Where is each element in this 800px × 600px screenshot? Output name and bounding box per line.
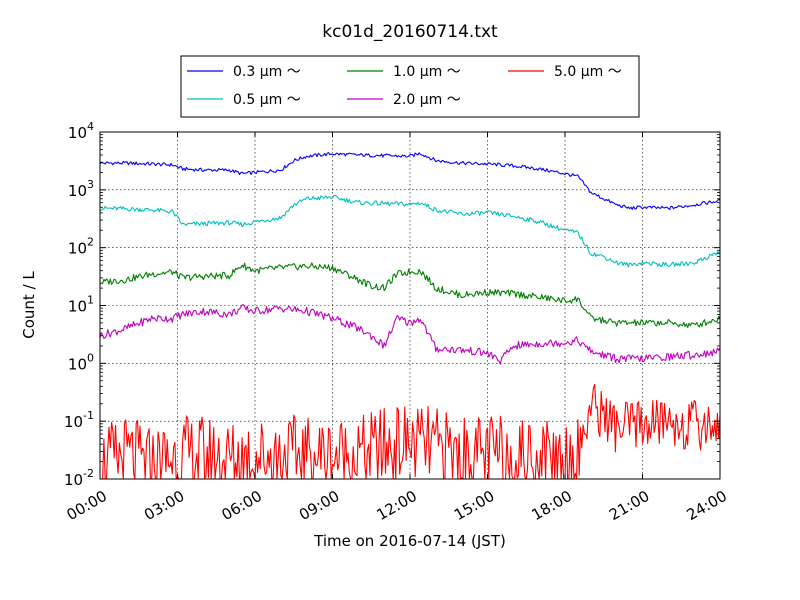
y-tick-label: 104 bbox=[68, 120, 94, 142]
series-line-1 bbox=[99, 152, 721, 211]
series-layer bbox=[99, 152, 721, 480]
series-line-2 bbox=[99, 194, 721, 268]
series-line-4 bbox=[99, 304, 721, 365]
legend: 0.3 μm ～ 0.5 μm ～ 1.0 μm ～ 2.0 μm ～ 5.0 μm ～ bbox=[180, 55, 640, 118]
legend-label: 0.5 μm ～ bbox=[233, 92, 301, 108]
y-axis-label: Count / L bbox=[20, 271, 38, 339]
chart-title: kc01d_20160714.txt bbox=[322, 22, 498, 42]
legend-label: 2.0 μm ～ bbox=[393, 92, 461, 108]
legend-items: 0.3 μm ～ 0.5 μm ～ 1.0 μm ～ 2.0 μm ～ 5.0 μm ～ bbox=[187, 64, 622, 108]
y-tick-label: 10-1 bbox=[64, 409, 94, 431]
ticks bbox=[99, 131, 721, 480]
legend-label: 1.0 μm ～ bbox=[393, 64, 461, 80]
x-axis-label: Time on 2016-07-14 (JST) bbox=[313, 532, 506, 550]
y-tick-labels: 10-2 10-1 100 101 102 103 104 bbox=[64, 120, 94, 489]
y-tick-label: 10-2 bbox=[64, 467, 94, 489]
legend-label: 5.0 μm ～ bbox=[554, 64, 622, 80]
y-tick-label: 101 bbox=[68, 294, 94, 316]
y-tick-label: 102 bbox=[68, 236, 94, 258]
series-line-5 bbox=[100, 383, 721, 480]
y-tick-label: 103 bbox=[68, 178, 94, 200]
legend-box bbox=[180, 55, 640, 118]
legend-label: 0.3 μm ～ bbox=[233, 64, 301, 80]
y-tick-label: 100 bbox=[68, 351, 94, 373]
series-line-3 bbox=[99, 262, 721, 328]
